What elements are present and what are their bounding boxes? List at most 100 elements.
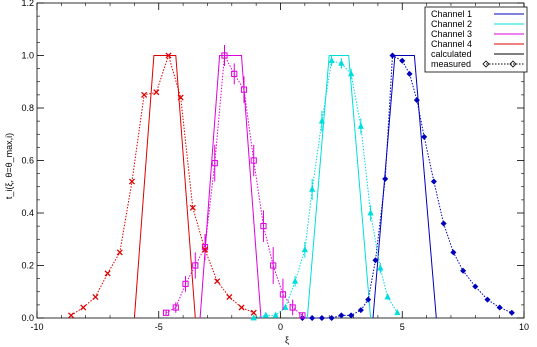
data-point — [450, 249, 457, 256]
data-point — [328, 314, 335, 322]
data-point — [318, 117, 325, 124]
measured-line — [302, 54, 512, 319]
calculated-line-2 — [306, 55, 372, 319]
data-point — [406, 70, 413, 77]
data-point — [250, 157, 257, 164]
data-point — [357, 122, 364, 129]
data-point — [221, 52, 228, 59]
calculated-lines — [133, 55, 437, 319]
x-tick-label: -10 — [30, 322, 43, 332]
legend-label-channel-3: Channel 3 — [431, 29, 472, 39]
y-tick-label: 1.2 — [21, 0, 34, 8]
x-tick-label: -5 — [155, 322, 163, 332]
measured-line — [253, 60, 398, 319]
data-point — [382, 175, 389, 182]
data-point — [338, 59, 345, 66]
legend-label-calculated: calculated — [431, 49, 472, 59]
data-point — [318, 314, 325, 322]
data-point — [92, 293, 99, 301]
y-tick-label: 0.0 — [21, 313, 34, 323]
data-point — [282, 303, 289, 310]
legend-label-channel-4: Channel 4 — [431, 39, 472, 49]
data-point — [238, 304, 245, 311]
data-point — [211, 160, 218, 167]
y-tick-label: 0.2 — [21, 261, 34, 271]
data-point — [165, 52, 172, 59]
measured-series — [68, 45, 515, 322]
data-point — [365, 296, 372, 303]
data-point — [201, 246, 209, 253]
legend-box — [424, 6, 528, 73]
calculated-line-4 — [133, 55, 196, 319]
data-point — [399, 57, 406, 64]
data-point — [162, 309, 170, 316]
data-point — [116, 249, 123, 256]
x-axis-label: ξ — [285, 335, 289, 345]
data-point — [413, 97, 420, 104]
data-point — [189, 204, 196, 211]
data-point — [177, 94, 184, 101]
data-point — [289, 304, 296, 311]
x-tick-label: 0 — [278, 322, 283, 332]
data-point — [231, 70, 238, 77]
measured-line — [165, 53, 303, 316]
data-point — [348, 70, 355, 77]
data-point — [338, 312, 345, 319]
data-point — [272, 311, 279, 318]
data-point — [394, 308, 401, 316]
data-point — [141, 91, 148, 98]
data-point — [357, 307, 364, 314]
data-point — [377, 264, 384, 271]
legend-measured-marker-left — [482, 60, 490, 68]
data-point — [384, 293, 391, 300]
x-tick-label: 5 — [400, 322, 405, 332]
data-point — [496, 304, 503, 311]
data-point — [68, 312, 75, 319]
data-point — [328, 56, 335, 64]
legend-label-channel-2: Channel 2 — [431, 19, 472, 29]
data-point — [372, 257, 379, 264]
y-tick-label: 0.8 — [21, 103, 34, 113]
y-tick-label: 0.4 — [21, 208, 34, 218]
calculated-line-1 — [372, 55, 437, 319]
data-point — [389, 52, 396, 59]
data-point — [421, 133, 428, 140]
data-point — [508, 309, 515, 316]
data-point — [292, 277, 299, 284]
data-point — [270, 262, 277, 269]
data-point — [440, 220, 447, 227]
data-point — [250, 314, 257, 321]
data-point — [309, 185, 316, 192]
measured-series-3 — [162, 45, 306, 319]
data-point — [153, 89, 160, 96]
data-point — [128, 178, 136, 185]
data-point — [192, 262, 199, 269]
data-point — [430, 178, 437, 185]
data-point — [226, 293, 233, 301]
x-tick-label: 10 — [519, 322, 529, 332]
legend-label-measured: measured — [431, 59, 471, 69]
data-point — [260, 223, 267, 230]
data-point — [182, 280, 189, 287]
data-point — [484, 296, 491, 303]
data-point — [301, 245, 308, 253]
data-point — [309, 314, 316, 322]
y-tick-label: 1.0 — [21, 51, 34, 61]
measured-line — [70, 53, 254, 316]
measured-series-2 — [250, 55, 401, 321]
data-point — [240, 86, 248, 93]
data-point — [348, 312, 355, 319]
data-point — [262, 311, 269, 318]
y-axis-label: t_i(ξ, θ=θ_max,i) — [4, 133, 14, 199]
legend-label-channel-1: Channel 1 — [431, 9, 472, 19]
data-point — [104, 270, 111, 277]
y-tick-label: 0.6 — [21, 156, 34, 166]
measured-series-1 — [299, 52, 515, 322]
data-point — [279, 291, 287, 298]
data-point — [80, 304, 87, 311]
legend: Channel 1 Channel 2 Channel 3 Channel 4 … — [424, 6, 528, 73]
data-point — [250, 309, 257, 316]
data-point — [367, 209, 374, 216]
data-point — [472, 283, 479, 290]
